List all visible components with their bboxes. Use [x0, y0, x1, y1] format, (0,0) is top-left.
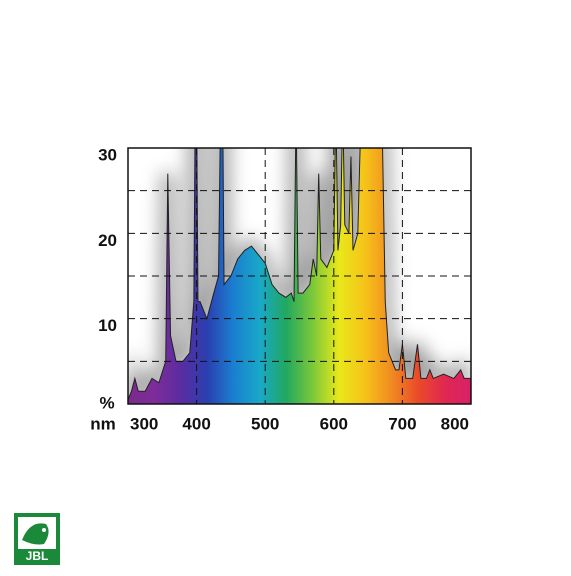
spectrum-line: [128, 148, 471, 400]
spectrum-area: [128, 148, 471, 404]
y-tick-label: 30: [98, 145, 117, 164]
plot-border: [127, 147, 472, 405]
y-tick-label: 20: [98, 231, 117, 250]
x-axis-label: nm: [90, 414, 116, 433]
x-tick-label: 500: [251, 414, 279, 433]
x-tick-label: 400: [182, 414, 210, 433]
logo: JBL: [14, 513, 60, 565]
logo-text: JBL: [26, 549, 49, 563]
x-tick-label: 700: [388, 414, 416, 433]
x-tick-label: 800: [441, 414, 469, 433]
x-tick-label: 600: [320, 414, 348, 433]
logo-fish: [22, 523, 49, 545]
y-tick-label: 10: [98, 316, 117, 335]
logo-eye: [42, 528, 46, 532]
x-tick-label: 300: [130, 414, 158, 433]
y-axis-label: %: [99, 393, 114, 412]
